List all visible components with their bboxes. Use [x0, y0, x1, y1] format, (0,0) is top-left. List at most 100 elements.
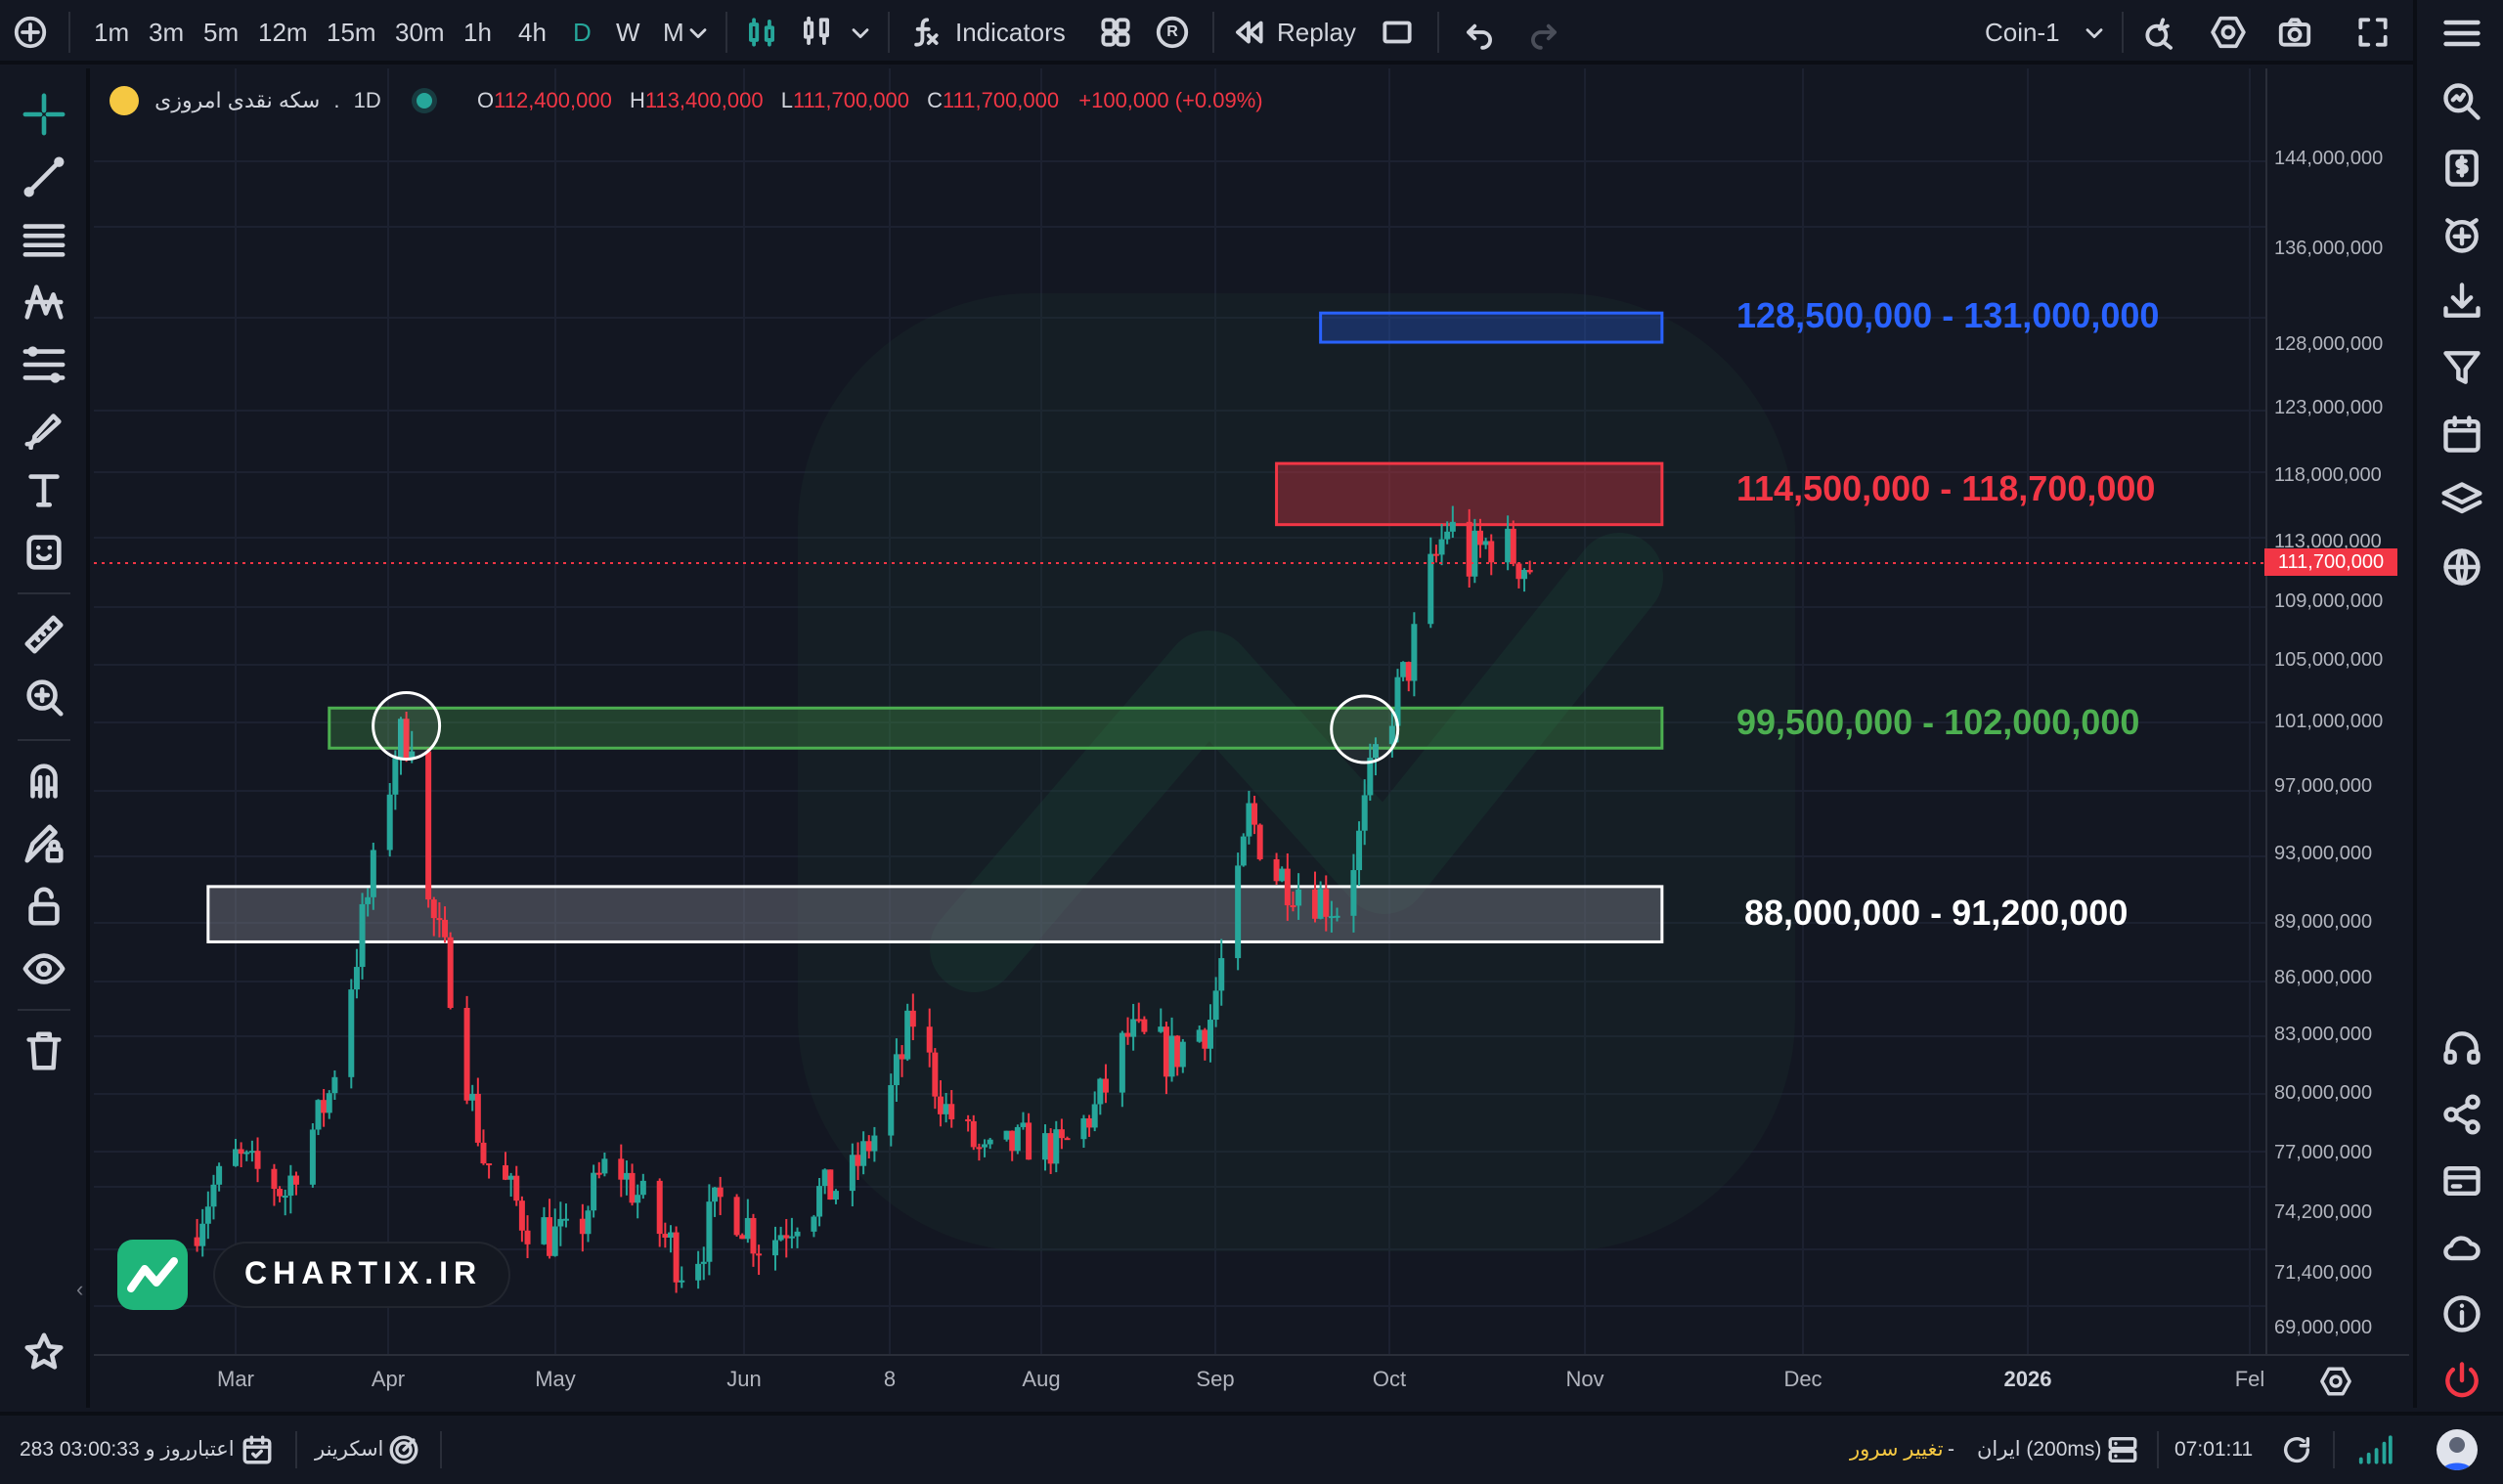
timeframe-1m[interactable]: 1m [94, 18, 130, 47]
alert-clock-icon[interactable] [2440, 213, 2483, 256]
refresh-icon[interactable] [2280, 1433, 2313, 1466]
ruler-icon[interactable] [22, 612, 66, 657]
price-label: 136,000,000 [2274, 238, 2384, 259]
eye-icon[interactable] [22, 946, 66, 991]
watchlist-icon[interactable] [2440, 147, 2483, 190]
timeframe-d[interactable]: D [573, 18, 592, 47]
timeframe-w[interactable]: W [616, 18, 640, 47]
share-icon[interactable] [2440, 1093, 2483, 1136]
power-icon[interactable] [2440, 1359, 2483, 1402]
timeframe-30m[interactable]: 30m [395, 18, 445, 47]
text-tool-icon[interactable] [22, 467, 66, 512]
settings-gear-icon[interactable] [2210, 14, 2247, 51]
cloud-icon[interactable] [2440, 1226, 2483, 1269]
globe-icon[interactable] [2440, 546, 2483, 589]
trash-icon[interactable] [22, 1028, 66, 1073]
server-icon[interactable] [2106, 1433, 2139, 1466]
card-icon[interactable] [2440, 1159, 2483, 1202]
timeframe-1h[interactable]: 1h [463, 18, 492, 47]
menu-icon[interactable] [2440, 12, 2483, 55]
zoom-in-icon[interactable] [22, 675, 66, 720]
candle-body [1521, 569, 1528, 580]
candle-body [1235, 865, 1242, 959]
chevron-down-icon[interactable] [684, 14, 712, 51]
layers-icon[interactable] [2440, 479, 2483, 522]
indicators-button[interactable]: Indicators [955, 18, 1066, 47]
rectangle-icon[interactable] [1379, 14, 1416, 51]
headset-icon[interactable] [2440, 1026, 2483, 1069]
replay-button[interactable]: Replay [1277, 18, 1356, 47]
toolbar-divider [725, 12, 727, 53]
candle-body [277, 1189, 284, 1197]
calendar-icon[interactable] [2440, 413, 2483, 456]
candle-body [430, 899, 437, 919]
fullscreen-icon[interactable] [2354, 14, 2392, 51]
candle-body [216, 1165, 223, 1185]
symbol-name[interactable]: سکه نقدی امروزی [154, 88, 321, 113]
candles-icon[interactable] [743, 14, 780, 51]
axis-settings-icon[interactable] [2319, 1365, 2352, 1398]
candle-body [562, 1218, 569, 1221]
change-server-button[interactable]: تغییر سرور [1850, 1438, 1944, 1461]
crosshair-icon[interactable] [22, 92, 66, 137]
timeframe-12m[interactable]: 12m [258, 18, 308, 47]
candle-body [1256, 824, 1263, 859]
templates-grid-icon[interactable] [1097, 14, 1134, 51]
redo-icon[interactable] [1525, 14, 1562, 51]
lock-drawing-icon[interactable] [22, 821, 66, 866]
fib-tool-icon[interactable] [22, 342, 66, 387]
horizontal-lines-icon[interactable] [22, 217, 66, 262]
chevron-down-icon[interactable] [2081, 14, 2108, 51]
candle-body [1246, 803, 1252, 837]
screener-radar-icon[interactable] [387, 1433, 420, 1466]
server-status: ایران (200ms) [1977, 1438, 2102, 1461]
screener-button[interactable]: اسکرینر [315, 1438, 384, 1461]
quick-search-icon[interactable] [2141, 14, 2178, 51]
timeframe-5m[interactable]: 5m [203, 18, 240, 47]
star-icon[interactable] [22, 1330, 66, 1375]
chevron-down-icon[interactable] [847, 14, 874, 51]
low-label: L [780, 88, 793, 113]
candle-body [871, 1135, 878, 1152]
user-avatar[interactable] [2437, 1429, 2478, 1470]
add-symbol-icon[interactable] [12, 14, 49, 51]
candle-body [601, 1158, 608, 1174]
candle-body [309, 1129, 316, 1185]
timeframe-4h[interactable]: 4h [518, 18, 547, 47]
collapse-toolbar-icon[interactable]: ‹ [76, 1277, 84, 1301]
price-label: 71,400,000 [2274, 1262, 2373, 1284]
indicators-icon[interactable] [905, 14, 943, 51]
candle-body [403, 719, 410, 760]
trend-line-icon[interactable] [22, 154, 66, 199]
chart-style-icon[interactable] [798, 14, 835, 51]
candle-body [679, 1280, 685, 1283]
calendar-check-icon[interactable] [241, 1433, 274, 1466]
layout-name[interactable]: Coin-1 [1985, 18, 2060, 47]
candle-body [623, 1172, 630, 1180]
time-label: 8 [883, 1367, 897, 1391]
unlock-icon[interactable] [22, 884, 66, 929]
info-icon[interactable] [2440, 1292, 2483, 1335]
timeframe-15m[interactable]: 15m [327, 18, 376, 47]
replay-icon[interactable] [1230, 14, 1267, 51]
undo-icon[interactable] [1461, 14, 1498, 51]
sticker-icon[interactable] [22, 530, 66, 575]
chart-area[interactable] [94, 68, 2409, 1408]
search-icon[interactable] [2440, 80, 2483, 123]
price-label: 89,000,000 [2274, 911, 2373, 933]
filter-icon[interactable] [2440, 346, 2483, 389]
candle-body [744, 1217, 751, 1240]
candle-body [595, 1172, 602, 1175]
timeframe-3m[interactable]: 3m [149, 18, 185, 47]
candle-body [326, 1093, 332, 1113]
pattern-tool-icon[interactable] [22, 280, 66, 325]
download-icon[interactable] [2440, 280, 2483, 323]
camera-icon[interactable] [2276, 14, 2313, 51]
brush-icon[interactable] [22, 405, 66, 451]
magnet-icon[interactable] [22, 759, 66, 804]
timeframe-m[interactable]: M [663, 18, 684, 47]
candle-body [1053, 1129, 1060, 1164]
candle-body [639, 1180, 646, 1196]
price-chart[interactable] [94, 68, 2409, 1408]
r-badge[interactable]: R [1154, 14, 1191, 51]
